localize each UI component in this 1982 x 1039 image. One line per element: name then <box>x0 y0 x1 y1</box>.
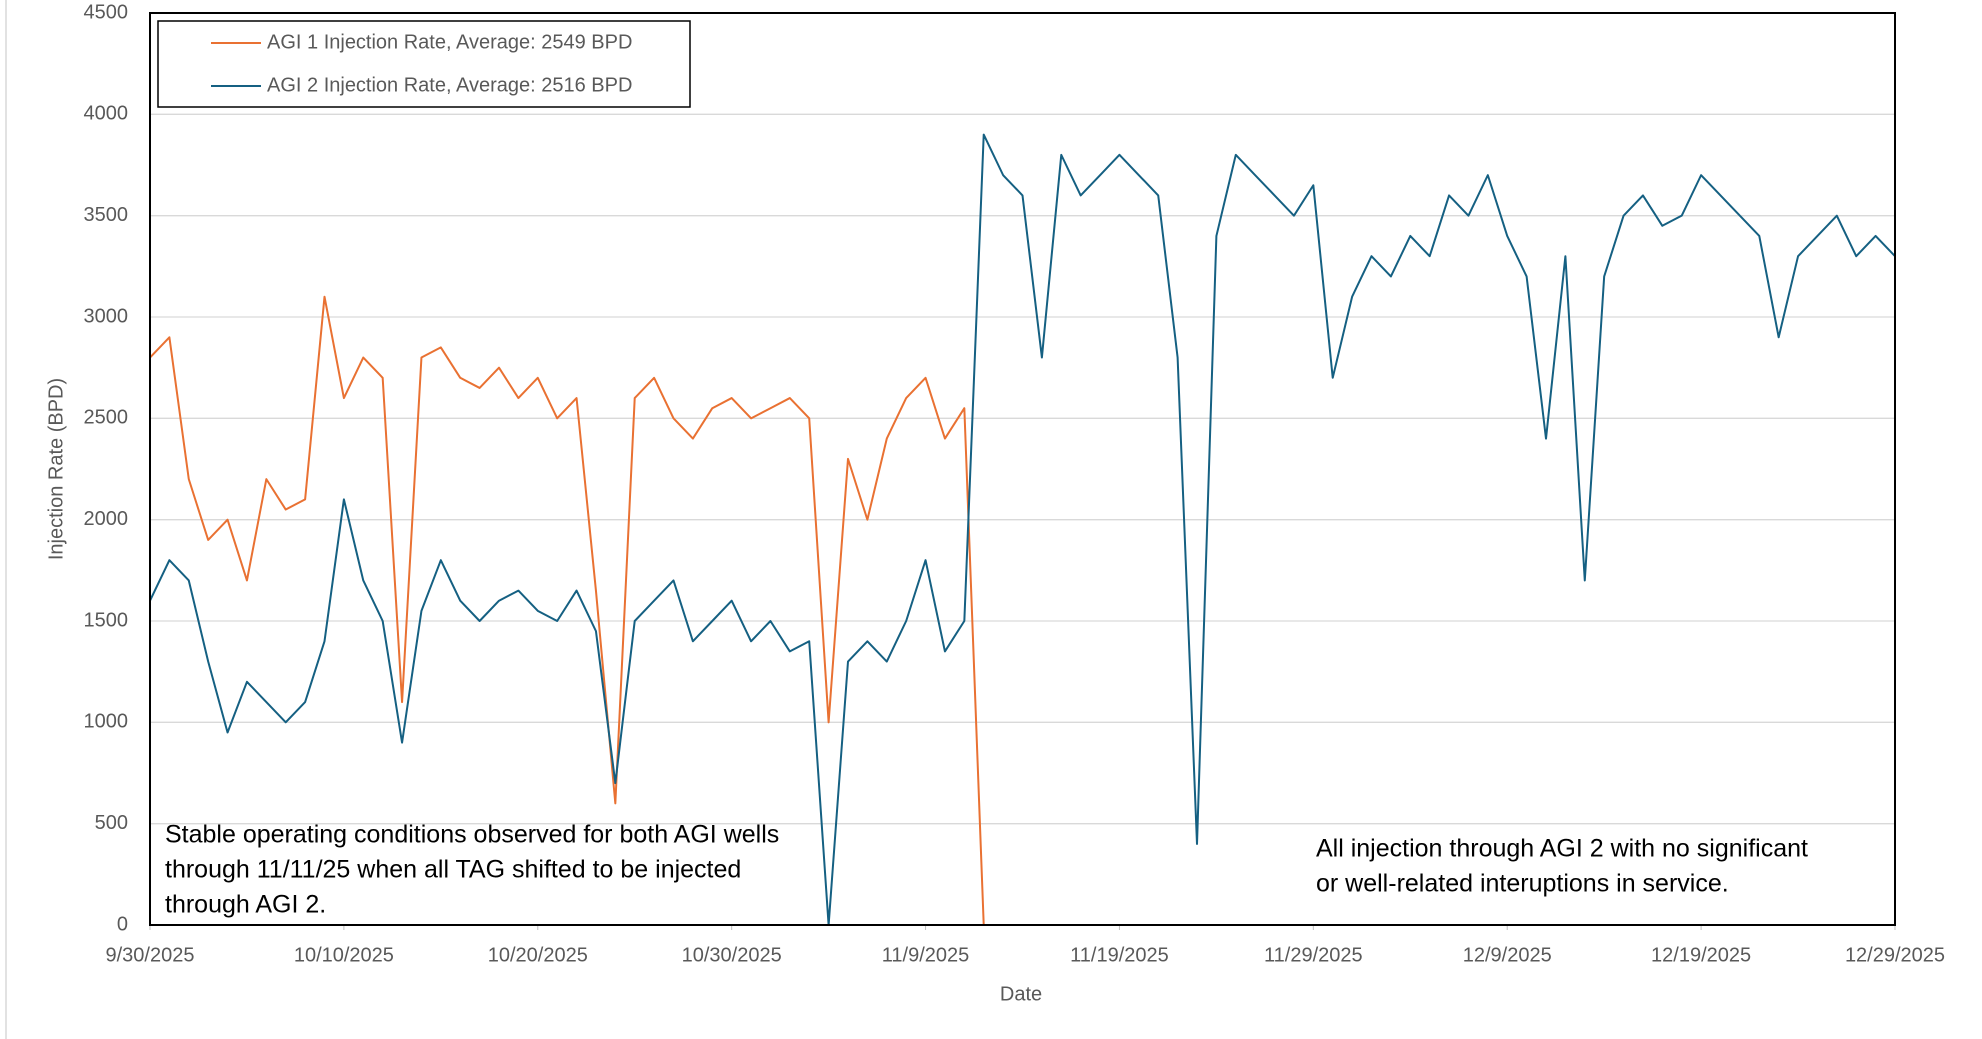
annotation: or well-related interuptions in service. <box>1316 870 1729 898</box>
annotation: Stable operating conditions observed for… <box>165 821 779 849</box>
y-axis-label: Injection Rate (BPD) <box>45 378 67 560</box>
y-tick-label: 1500 <box>84 609 129 631</box>
y-tick-label: 1000 <box>84 711 129 733</box>
annotation: through AGI 2. <box>165 891 326 919</box>
plot-border <box>149 12 1896 926</box>
y-tick-label: 500 <box>95 812 128 834</box>
x-tick-label: 11/9/2025 <box>882 944 970 966</box>
legend-label: AGI 2 Injection Rate, Average: 2516 BPD <box>267 74 632 96</box>
x-tick-label: 12/29/2025 <box>1845 944 1945 966</box>
legend-label: AGI 1 Injection Rate, Average: 2549 BPD <box>267 31 632 53</box>
y-tick-label: 3000 <box>84 305 129 327</box>
x-tick-label: 11/29/2025 <box>1264 944 1363 966</box>
x-tick-label: 12/9/2025 <box>1463 944 1552 966</box>
data-line <box>149 133 1896 926</box>
y-tick-label: 2000 <box>84 508 129 530</box>
annotation: All injection through AGI 2 with no sign… <box>1316 835 1808 863</box>
x-tick-label: 10/10/2025 <box>294 944 394 966</box>
x-tick-label: 12/19/2025 <box>1651 944 1751 966</box>
y-tick-label: 2500 <box>84 407 129 429</box>
x-tick-label: 11/19/2025 <box>1070 944 1169 966</box>
x-tick-label: 10/30/2025 <box>682 944 782 966</box>
y-tick-label: 3500 <box>84 204 129 226</box>
y-tick-label: 0 <box>117 913 128 935</box>
x-tick-label: 10/20/2025 <box>488 944 588 966</box>
x-tick-label: 9/30/2025 <box>106 944 195 966</box>
y-tick-label: 4000 <box>84 103 129 125</box>
annotation: through 11/11/25 when all TAG shifted to… <box>165 856 741 884</box>
y-tick-label: 4500 <box>84 1 129 23</box>
legend-box <box>157 20 691 108</box>
x-axis-label: Date <box>1000 983 1042 1005</box>
